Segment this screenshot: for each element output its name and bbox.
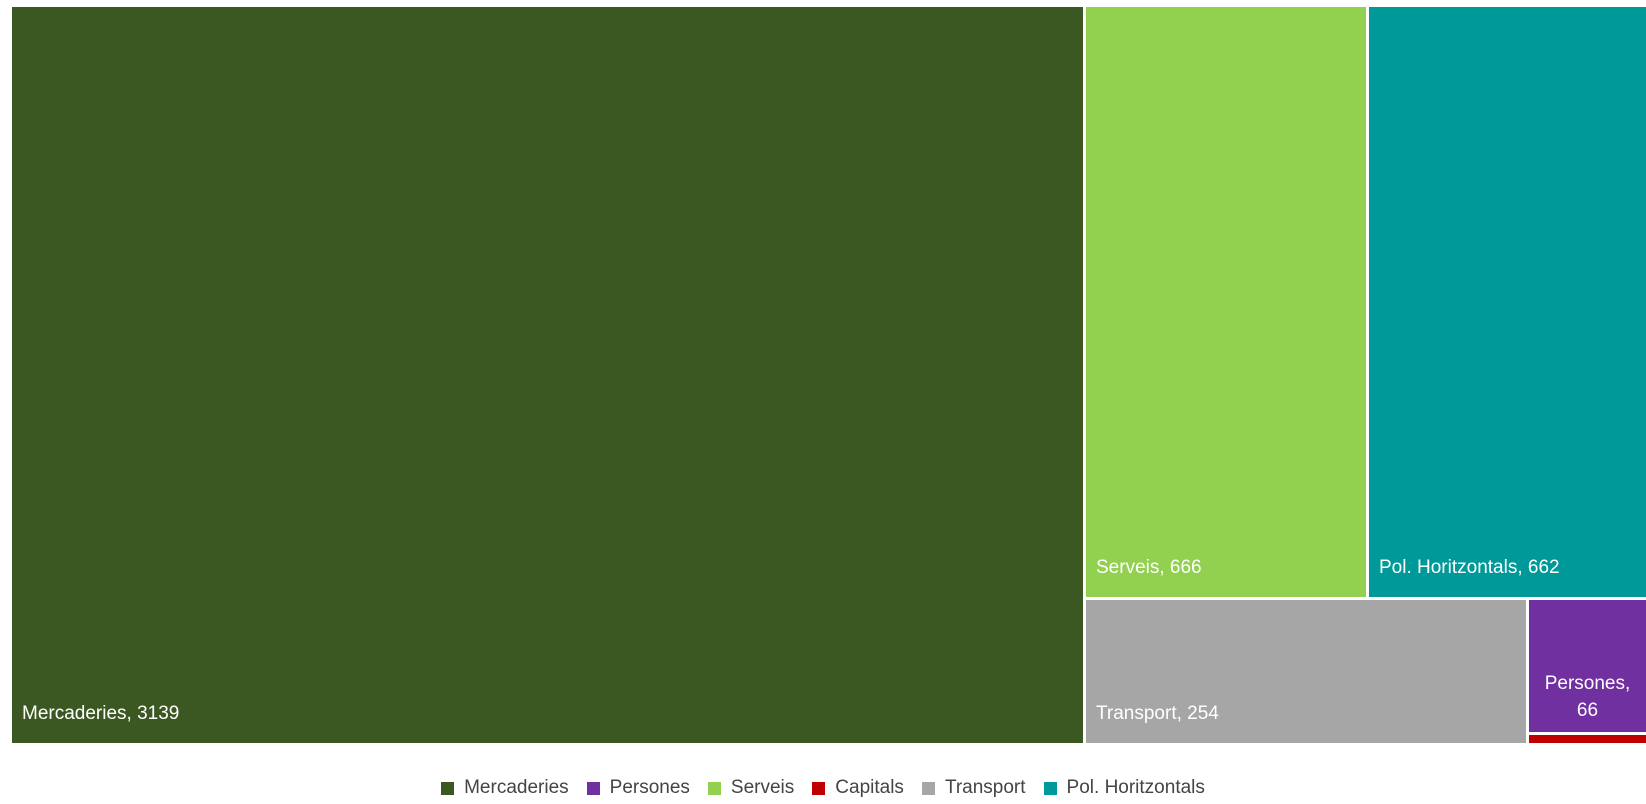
treemap-tiles: Mercaderies, 3139 Serveis, 666 Pol. Horitz… — [12, 7, 1646, 743]
legend-label: Persones — [609, 777, 690, 798]
legend-label: Mercaderies — [464, 777, 569, 798]
treemap-tile-serveis — [1086, 7, 1366, 597]
treemap-chart: Mercaderies, 3139 Serveis, 666 Pol. Horitz… — [12, 7, 1646, 743]
legend-swatch — [707, 781, 721, 795]
legend-item-mercaderies: Mercaderies — [441, 777, 569, 799]
legend-item-transport: Transport — [921, 777, 1026, 799]
legend-item-serveis: Serveis — [707, 777, 795, 799]
legend-label: Transport — [944, 777, 1026, 798]
treemap-label-serveis: Serveis, 666 — [1096, 557, 1202, 578]
treemap-tile-persones — [1529, 600, 1646, 732]
treemap-label-pol-horitzontals: Pol. Horitzontals, 662 — [1379, 557, 1560, 578]
chart-legend: Mercaderies Persones Serveis Capitals Transp… — [0, 777, 1646, 799]
treemap-label-mercaderies: Mercaderies, 3139 — [22, 703, 179, 724]
treemap-tile-transport — [1086, 600, 1526, 743]
legend-label: Serveis — [730, 777, 795, 798]
legend-swatch — [921, 781, 935, 795]
treemap-label-persones-line-1: Persones, — [1545, 673, 1631, 694]
treemap-tile-mercaderies — [12, 7, 1083, 743]
treemap-label-transport: Transport, 254 — [1096, 703, 1219, 724]
legend-swatch — [1043, 781, 1057, 795]
legend-label: Pol. Horitzontals — [1066, 777, 1205, 798]
treemap-tile-pol-horitzontals — [1369, 7, 1646, 597]
treemap-label-persones-line-2: 66 — [1577, 700, 1598, 721]
legend-swatch — [812, 781, 826, 795]
treemap-tile-capitals — [1529, 735, 1646, 743]
legend-swatch — [441, 781, 455, 795]
legend-item-capitals: Capitals — [812, 777, 904, 799]
legend-item-persones: Persones — [586, 777, 690, 799]
legend-item-pol-horitzontals: Pol. Horitzontals — [1043, 777, 1205, 799]
legend-swatch — [586, 781, 600, 795]
legend-label: Capitals — [835, 777, 904, 798]
